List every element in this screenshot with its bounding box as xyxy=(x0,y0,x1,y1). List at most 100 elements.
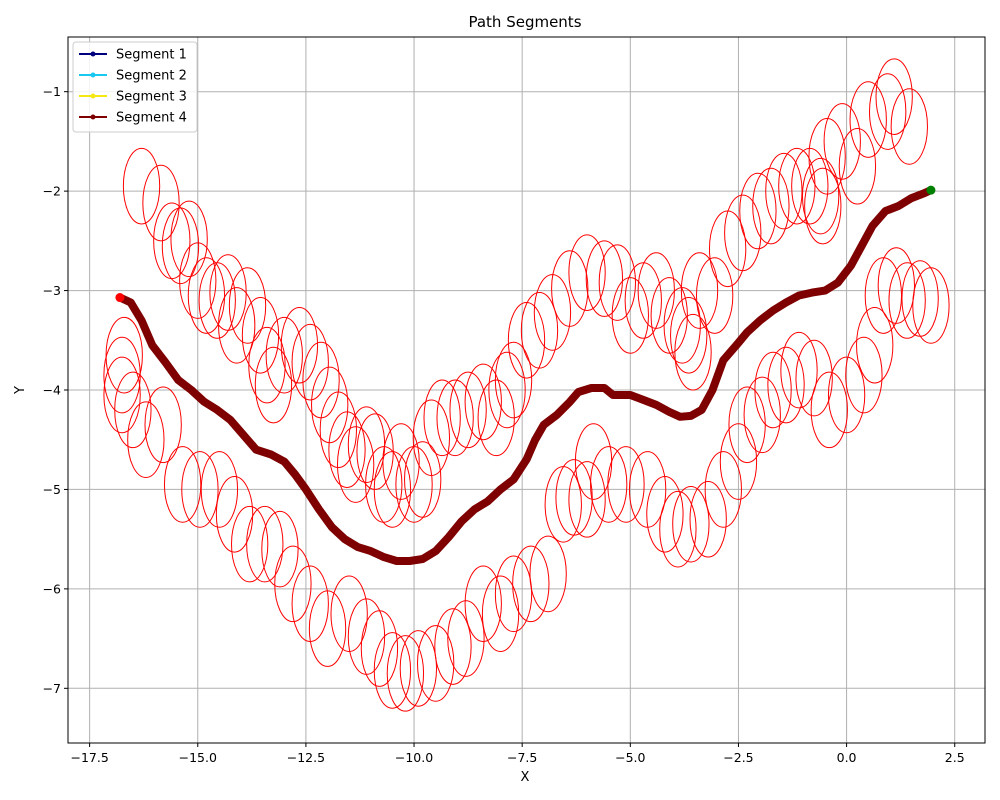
uncertainty-ellipse xyxy=(624,262,662,339)
uncertainty-ellipse xyxy=(512,545,550,623)
y-axis-ticks: −7 −6 −5 −4 −3 −2 −1 xyxy=(43,84,68,696)
uncertainty-ellipse xyxy=(520,292,559,369)
uncertainty-ellipse xyxy=(488,351,526,429)
uncertainty-ellipse xyxy=(347,598,386,675)
uncertainty-ellipse xyxy=(447,600,485,677)
uncertainty-ellipse xyxy=(719,423,758,500)
uncertainty-ellipse xyxy=(765,152,803,230)
uncertainty-ellipse xyxy=(311,366,349,444)
x-tick-label: −5.0 xyxy=(615,750,645,765)
x-tick-label: −12.5 xyxy=(287,750,325,765)
uncertainty-ellipse xyxy=(127,401,165,479)
uncertainty-ellipse xyxy=(103,356,141,434)
legend-box xyxy=(72,41,198,133)
uncertainty-ellipse xyxy=(144,386,182,464)
uncertainty-ellipse xyxy=(752,167,790,245)
y-tick-label: −2 xyxy=(43,184,61,199)
uncertainty-ellipse xyxy=(412,399,451,477)
y-axis-label: Y xyxy=(13,386,28,395)
uncertainty-ellipse xyxy=(423,379,461,457)
legend-swatch-marker xyxy=(90,114,96,120)
uncertainty-ellipse xyxy=(743,376,781,454)
uncertainty-ellipse xyxy=(302,341,340,419)
uncertainty-ellipse xyxy=(328,411,366,488)
uncertainty-ellipse xyxy=(795,339,833,417)
uncertainty-ellipse xyxy=(382,423,420,500)
uncertainty-ellipse xyxy=(663,287,701,364)
uncertainty-ellipse xyxy=(291,565,329,643)
uncertainty-ellipse xyxy=(434,608,472,685)
uncertainty-ellipse xyxy=(170,200,208,278)
legend-label: Segment 2 xyxy=(116,69,187,84)
uncertainty-ellipse xyxy=(163,446,202,523)
uncertainty-ellipse xyxy=(218,287,256,364)
y-tick-label: −4 xyxy=(43,383,61,398)
uncertainty-ellipse xyxy=(399,630,438,707)
y-tick-label: −3 xyxy=(43,283,61,298)
uncertainty-ellipses xyxy=(103,58,950,712)
uncertainty-ellipse xyxy=(241,297,280,374)
uncertainty-ellipse xyxy=(849,81,887,158)
uncertainty-ellipse xyxy=(728,386,766,464)
uncertainty-ellipse xyxy=(810,371,848,449)
uncertainty-ellipse xyxy=(901,260,939,337)
uncertainty-ellipse xyxy=(864,257,903,334)
uncertainty-ellipse xyxy=(494,341,533,419)
uncertainty-ellipse xyxy=(778,147,816,225)
start-point-marker xyxy=(115,293,125,303)
uncertainty-ellipse xyxy=(507,301,546,379)
uncertainty-ellipse xyxy=(200,451,239,528)
x-axis-ticks: −17.5 −15.0 −12.5 −10.0 −7.5 −5.0 −2.5 0.0 2.5 xyxy=(70,743,965,765)
uncertainty-ellipse xyxy=(704,451,742,528)
uncertainty-ellipse xyxy=(598,244,637,321)
uncertainty-ellipse xyxy=(680,252,719,329)
uncertainty-ellipse xyxy=(319,391,358,469)
uncertainty-ellipse xyxy=(494,555,533,633)
uncertainty-ellipse xyxy=(373,632,412,709)
legend-swatch-marker xyxy=(90,72,96,78)
uncertainty-ellipse xyxy=(674,313,712,391)
uncertainty-ellipse xyxy=(695,257,734,334)
series-lines xyxy=(115,186,935,565)
uncertainty-ellipse xyxy=(780,331,818,409)
uncertainty-ellipse xyxy=(804,167,842,245)
uncertainty-ellipse xyxy=(231,505,269,583)
uncertainty-ellipse xyxy=(888,262,926,339)
uncertainty-ellipse xyxy=(611,277,649,354)
uncertainty-ellipse xyxy=(724,194,762,272)
path-endpoints xyxy=(115,185,936,303)
uncertainty-ellipse xyxy=(481,575,520,653)
uncertainty-ellipse xyxy=(801,157,840,235)
end-point-marker xyxy=(926,185,936,195)
uncertainty-ellipse xyxy=(215,476,254,553)
uncertainty-ellipse xyxy=(827,356,866,434)
uncertainty-ellipse xyxy=(142,164,180,242)
uncertainty-ellipse xyxy=(181,451,219,528)
x-tick-label: 0.0 xyxy=(837,750,857,765)
uncertainty-ellipse xyxy=(449,371,487,449)
uncertainty-ellipse xyxy=(590,446,628,523)
uncertainty-ellipse xyxy=(404,441,442,518)
uncertainty-ellipse xyxy=(280,306,319,384)
series-line xyxy=(115,186,935,565)
uncertainty-ellipse xyxy=(529,535,567,613)
uncertainty-ellipse xyxy=(274,545,312,623)
uncertainty-ellipse xyxy=(179,242,217,319)
uncertainty-ellipse xyxy=(670,297,708,374)
uncertainty-ellipse xyxy=(838,127,877,205)
uncertainty-ellipse xyxy=(767,346,805,424)
uncertainty-ellipse xyxy=(265,316,303,394)
uncertainty-ellipse xyxy=(875,58,913,135)
uncertainty-ellipse xyxy=(672,485,710,563)
uncertainty-ellipse xyxy=(373,451,412,528)
uncertainty-ellipse xyxy=(386,635,425,712)
uncertainty-ellipse xyxy=(845,336,883,414)
legend-label: Segment 3 xyxy=(116,90,187,105)
legend-label: Segment 1 xyxy=(116,48,187,63)
uncertainty-ellipse xyxy=(436,379,474,457)
uncertainty-ellipse xyxy=(416,625,455,702)
uncertainty-ellipse xyxy=(105,316,143,394)
legend-swatch-marker xyxy=(90,51,96,57)
uncertainty-ellipse xyxy=(544,466,582,543)
